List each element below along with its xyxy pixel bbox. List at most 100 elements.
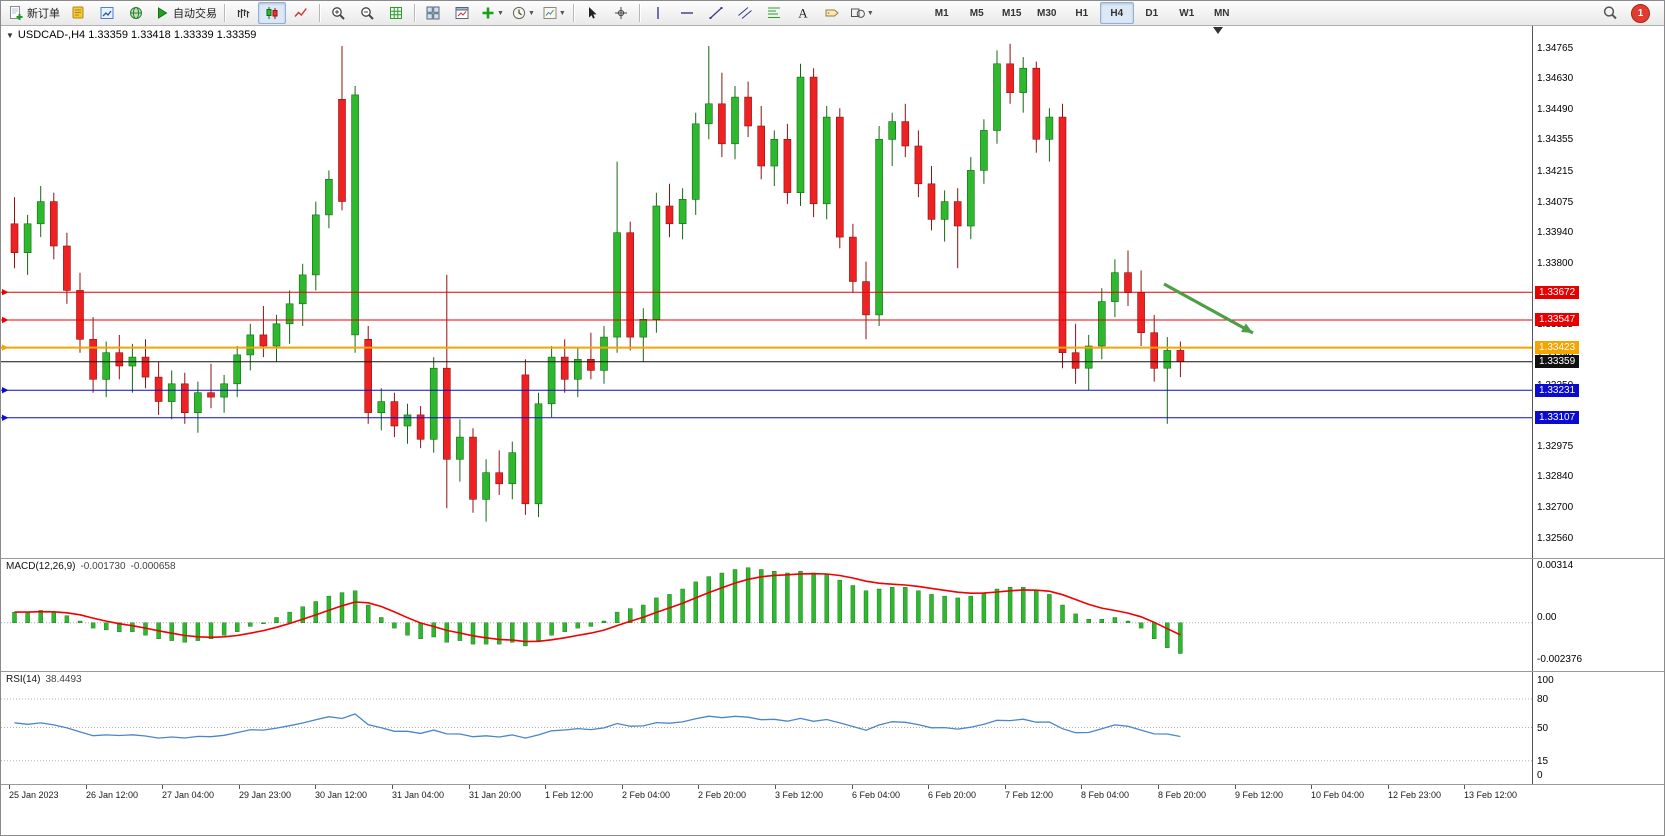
rsi-name: RSI(14) xyxy=(6,674,41,685)
time-tick xyxy=(1235,785,1236,789)
candle-body xyxy=(233,354,241,385)
price-chart-panel[interactable]: ▼ USDCAD-,H4 1.33359 1.33418 1.33339 1.3… xyxy=(1,26,1664,559)
trendline-button[interactable] xyxy=(702,2,730,24)
macd-bar xyxy=(392,622,397,629)
timeframe-m5[interactable]: M5 xyxy=(969,7,984,19)
support-line-tag[interactable]: 1.33231 xyxy=(1535,384,1580,397)
blue-chart-icon xyxy=(99,5,115,21)
macd-bar xyxy=(588,622,594,627)
candle-body xyxy=(691,123,700,200)
line-chart-button[interactable] xyxy=(287,2,315,24)
tile-windows-button[interactable] xyxy=(419,2,447,24)
shapes-button[interactable]: ▼ xyxy=(847,2,877,24)
candle-body xyxy=(1176,350,1185,362)
candle-body xyxy=(416,414,425,440)
channel-icon xyxy=(737,5,753,21)
macd-bar xyxy=(759,569,764,623)
grid-button[interactable] xyxy=(382,2,410,24)
candle-body xyxy=(141,356,150,378)
candle-body xyxy=(89,338,97,380)
candle-body xyxy=(1071,352,1080,369)
candle-body xyxy=(272,323,281,347)
arrow-label-button[interactable] xyxy=(818,2,846,24)
timeframe-h4[interactable]: H4 xyxy=(1099,2,1134,24)
rsi-panel[interactable]: RSI(14) 38.4493 100 80 50 15 0 xyxy=(1,672,1664,785)
new-chart-window-button[interactable] xyxy=(448,2,476,24)
hline-icon xyxy=(679,5,695,21)
candle-body xyxy=(246,334,255,356)
timeframe-m30[interactable]: M30 xyxy=(1037,7,1057,19)
timeframe-m1[interactable]: M1 xyxy=(934,7,949,19)
macd-bar xyxy=(300,606,305,623)
price-axis-label: 1.34490 xyxy=(1537,104,1574,115)
candlestick-plot[interactable] xyxy=(1,26,1534,558)
candle-body xyxy=(744,96,752,127)
market-watch-button[interactable] xyxy=(93,2,121,24)
new-order-button[interactable]: 新订单 xyxy=(5,2,63,24)
candle-chart-button[interactable] xyxy=(258,2,286,24)
collapse-triangle-icon[interactable]: ▼ xyxy=(6,30,14,40)
main-toolbar: 新订单 自动交易 ▼ ▼ ▼ A ▼ M1 M5 M15 M30 H1 H4 D1 W1 MN 1 xyxy=(1,1,1664,26)
timeframe-h1[interactable]: H1 xyxy=(1075,7,1089,19)
crosshair-button[interactable] xyxy=(607,2,635,24)
auto-trading-button[interactable]: 自动交易 xyxy=(151,2,220,24)
timeframe-m15[interactable]: M15 xyxy=(1002,7,1022,19)
timeframe-d1[interactable]: D1 xyxy=(1145,7,1159,19)
vertical-line-button[interactable] xyxy=(644,2,672,24)
fibonacci-button[interactable] xyxy=(760,2,788,24)
macd-bar xyxy=(366,604,371,623)
horizontal-line-button[interactable] xyxy=(673,2,701,24)
svg-text:A: A xyxy=(798,6,808,21)
macd-plot[interactable] xyxy=(1,559,1534,671)
time-axis[interactable]: 25 Jan 2023 26 Jan 12:00 27 Jan 04:00 29 Ja… xyxy=(1,785,1664,803)
macd-bar xyxy=(732,569,738,623)
rsi-axis-label: 15 xyxy=(1537,756,1549,767)
web-terminal-button[interactable] xyxy=(122,2,150,24)
vline-icon xyxy=(650,5,666,21)
pivot-line-tag[interactable]: 1.33423 xyxy=(1535,341,1580,354)
macd-bar xyxy=(90,622,96,629)
current-price-tag[interactable]: 1.33359 xyxy=(1535,355,1580,368)
candle-body xyxy=(76,290,84,340)
levels-layer xyxy=(1,289,1534,421)
price-axis[interactable]: 1.34765 1.34630 1.34490 1.34355 1.34215 1.340… xyxy=(1532,26,1664,558)
search-button[interactable] xyxy=(1596,2,1624,24)
resistance-line-tag[interactable]: 1.33672 xyxy=(1535,286,1580,299)
zoom-out-button[interactable] xyxy=(353,2,381,24)
candle-body xyxy=(953,201,962,227)
macd-bar xyxy=(379,617,384,624)
zoom-in-button[interactable] xyxy=(324,2,352,24)
trend-arrow-annotation[interactable] xyxy=(1163,282,1254,335)
templates-button[interactable]: ▼ xyxy=(539,2,569,24)
periods-button[interactable]: ▼ xyxy=(508,2,538,24)
candle-body xyxy=(1111,272,1119,302)
candle-body xyxy=(888,121,897,140)
order-history-button[interactable] xyxy=(64,2,92,24)
bar-chart-button[interactable] xyxy=(229,2,257,24)
candle-body xyxy=(875,139,883,316)
add-indicator-button[interactable]: ▼ xyxy=(477,2,507,24)
macd-bar xyxy=(824,574,829,624)
time-tick xyxy=(1005,785,1006,789)
macd-bar xyxy=(287,611,292,623)
macd-bar xyxy=(77,620,83,623)
text-tool-button[interactable]: A xyxy=(789,2,817,24)
support-line-tag[interactable]: 1.33107 xyxy=(1535,411,1580,424)
macd-bar xyxy=(234,622,240,632)
macd-bar xyxy=(863,590,869,623)
macd-bar xyxy=(1151,622,1157,639)
timeframe-mn[interactable]: MN xyxy=(1213,7,1230,19)
resistance-line-tag[interactable]: 1.33547 xyxy=(1535,313,1580,326)
timeframe-w1[interactable]: W1 xyxy=(1179,7,1195,19)
rsi-plot[interactable] xyxy=(1,672,1534,784)
macd-bar xyxy=(968,595,973,623)
chart-shift-marker-icon[interactable] xyxy=(1213,27,1223,34)
macd-bar xyxy=(955,597,960,624)
macd-panel[interactable]: MACD(12,26,9) -0.001730 -0.000658 0.00314 0… xyxy=(1,559,1664,672)
cursor-button[interactable] xyxy=(578,2,606,24)
macd-bar xyxy=(641,604,646,623)
notification-badge[interactable]: 1 xyxy=(1631,3,1650,23)
channel-button[interactable] xyxy=(731,2,759,24)
time-tick xyxy=(86,785,87,789)
